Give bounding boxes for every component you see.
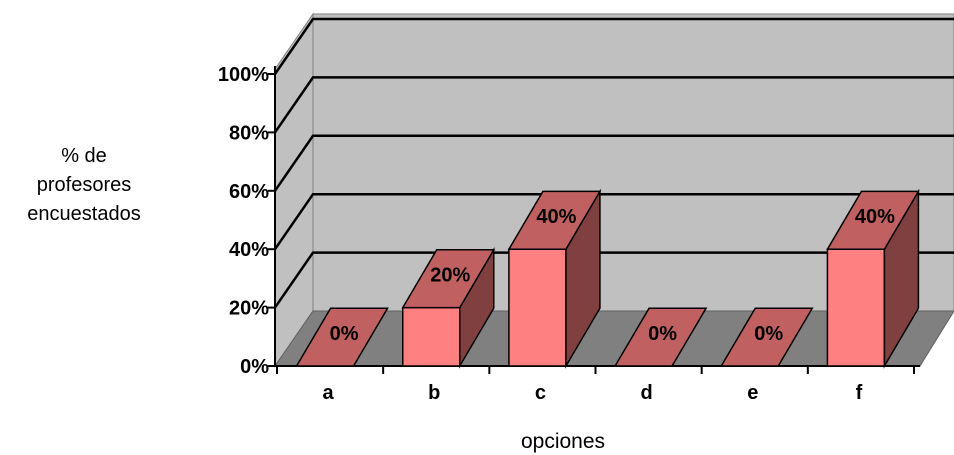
y-tick-label: 0%: [240, 356, 269, 378]
bar-front: [402, 306, 461, 367]
data-labels: 0% 20% 40% 0% 0% 40%: [330, 206, 896, 345]
gridlines: [273, 17, 954, 309]
gridline: [273, 134, 954, 192]
data-label: 0%: [648, 323, 677, 345]
bar-top: [826, 190, 920, 250]
gridline: [273, 17, 954, 75]
bar-front: [508, 248, 567, 367]
gridline: [273, 192, 954, 250]
data-label: 20%: [430, 265, 470, 287]
x-axis-title: opciones: [521, 430, 605, 453]
data-label: 40%: [855, 206, 895, 228]
y-tick-label: 100%: [218, 64, 269, 86]
bar-f: [826, 188, 920, 369]
gridline: [273, 251, 954, 309]
bar-top: [401, 249, 496, 309]
bar-c: [507, 188, 602, 369]
x-tick-labels: a b c d e f: [323, 382, 863, 404]
y-tick-label: 60%: [229, 181, 269, 203]
bar-b: [401, 247, 496, 369]
x-tick-label: b: [428, 382, 440, 404]
y-axis-title: % de profesores encuestados: [0, 142, 168, 229]
bar-e: [719, 307, 814, 367]
bar-top: [507, 190, 602, 250]
bar-top: [613, 307, 708, 367]
y-axis-title-line-1: % de: [61, 145, 107, 167]
bars: [295, 188, 920, 369]
bar-a: [295, 307, 389, 367]
data-label: 0%: [330, 323, 359, 345]
chart-walls: [274, 12, 954, 368]
bar-d: [613, 307, 708, 367]
x-tick-label: f: [856, 382, 863, 404]
data-label: 0%: [754, 323, 783, 345]
x-tick-label: e: [747, 382, 758, 404]
x-tick-label: d: [640, 382, 652, 404]
y-tick-label: 40%: [229, 239, 269, 261]
bar-top: [295, 307, 389, 367]
gridline: [273, 76, 954, 134]
y-axis-title-line-2: profesores: [36, 174, 132, 196]
y-axis-title-line-3: encuestados: [27, 203, 141, 225]
bar-top: [719, 307, 814, 367]
y-tick-labels: 0% 20% 40% 60% 80% 100%: [218, 64, 269, 378]
x-tick-label: a: [323, 382, 335, 404]
data-label: 40%: [536, 206, 576, 228]
y-tick-label: 20%: [229, 298, 269, 320]
x-tick-label: c: [535, 382, 546, 404]
y-tick-label: 80%: [229, 122, 269, 144]
bar-front: [826, 248, 886, 367]
axes: [268, 66, 920, 374]
